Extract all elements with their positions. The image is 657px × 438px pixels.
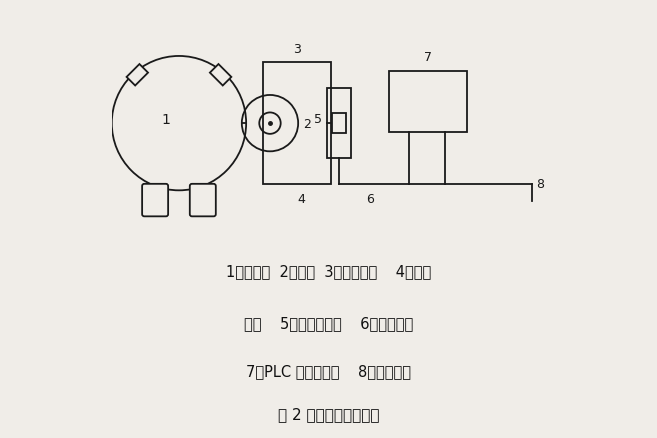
Bar	[327, 89, 351, 159]
Text: 图 2 复叠式制冷系统图: 图 2 复叠式制冷系统图	[278, 406, 379, 421]
Text: 油管    5：油压继电器    6：反馈线路: 油管 5：油压继电器 6：反馈线路	[244, 315, 413, 330]
Bar	[263, 64, 330, 184]
Text: 1: 1	[162, 113, 170, 127]
Text: 6: 6	[366, 192, 374, 205]
Text: 5: 5	[314, 113, 322, 126]
FancyBboxPatch shape	[190, 184, 215, 217]
Text: 4: 4	[298, 192, 306, 205]
Bar	[127, 65, 148, 86]
FancyBboxPatch shape	[142, 184, 168, 217]
Text: 7：PLC 逻辑控制器    8：保护输出: 7：PLC 逻辑控制器 8：保护输出	[246, 363, 411, 378]
Text: 3: 3	[293, 42, 301, 56]
Bar	[332, 114, 346, 134]
Text: 7: 7	[424, 51, 432, 64]
Text: 1：压缩机  2：油泵  3：高压油管    4：低压: 1：压缩机 2：油泵 3：高压油管 4：低压	[226, 263, 431, 279]
Bar	[210, 65, 231, 86]
Text: 8: 8	[535, 178, 544, 191]
Text: 2: 2	[304, 117, 311, 131]
Bar	[389, 72, 467, 133]
